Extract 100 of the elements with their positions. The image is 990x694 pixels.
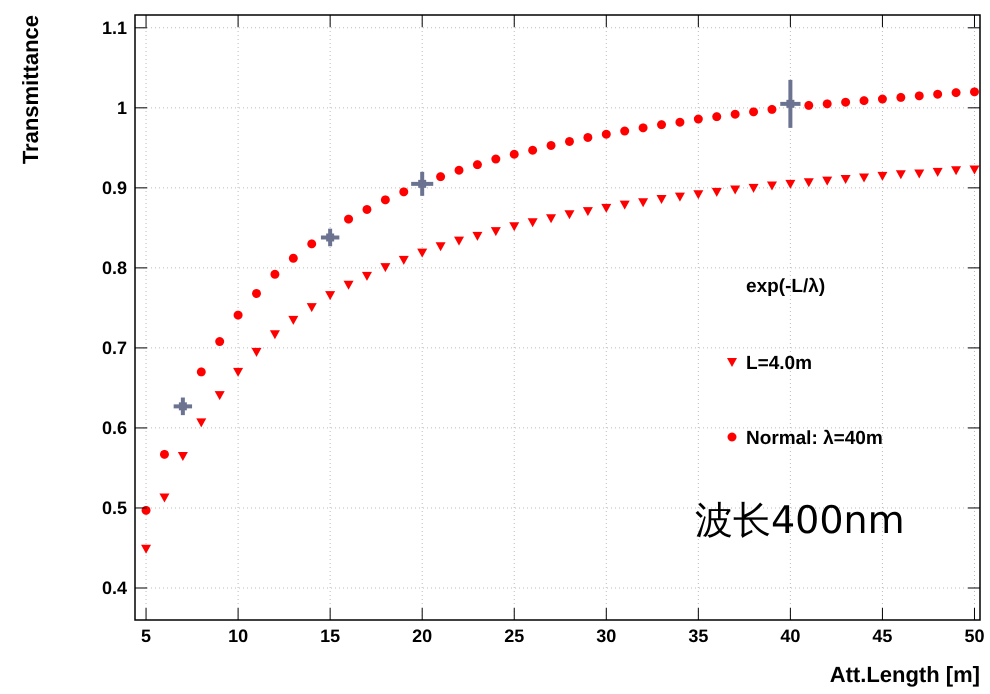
point bbox=[398, 256, 409, 265]
legend-title: exp(-L/λ) bbox=[746, 276, 826, 297]
point bbox=[933, 90, 942, 99]
point bbox=[657, 120, 666, 130]
point bbox=[307, 239, 316, 248]
point bbox=[896, 92, 906, 102]
point bbox=[712, 188, 722, 197]
point bbox=[748, 184, 759, 193]
point bbox=[178, 402, 187, 410]
point bbox=[141, 544, 152, 554]
point bbox=[252, 288, 262, 298]
y-tick-label: 0.8 bbox=[102, 258, 127, 278]
point bbox=[638, 123, 648, 132]
point bbox=[860, 96, 869, 106]
point bbox=[288, 316, 298, 325]
x-tick-label: 10 bbox=[228, 626, 248, 646]
point bbox=[877, 172, 888, 181]
point bbox=[620, 200, 630, 210]
point bbox=[693, 190, 704, 200]
point bbox=[730, 110, 740, 119]
point bbox=[509, 222, 520, 232]
point bbox=[454, 166, 464, 175]
point bbox=[454, 236, 464, 246]
point bbox=[840, 175, 851, 184]
point bbox=[712, 112, 722, 122]
legend-label: Normal: λ=40m bbox=[746, 428, 883, 449]
point bbox=[380, 263, 390, 272]
y-tick-label: 0.9 bbox=[102, 178, 127, 198]
point bbox=[159, 494, 170, 503]
point bbox=[270, 330, 280, 340]
point bbox=[436, 172, 446, 182]
point bbox=[564, 210, 574, 220]
point bbox=[785, 180, 796, 189]
point bbox=[196, 367, 206, 376]
point bbox=[914, 169, 924, 178]
point bbox=[546, 140, 556, 150]
point bbox=[417, 248, 428, 258]
point bbox=[583, 132, 592, 142]
point bbox=[472, 232, 482, 241]
y-tick-label: 1.1 bbox=[102, 18, 127, 38]
point bbox=[582, 207, 593, 216]
point bbox=[564, 136, 574, 146]
point bbox=[804, 178, 814, 188]
point bbox=[233, 368, 244, 377]
point bbox=[288, 254, 298, 263]
x-tick-label: 35 bbox=[688, 626, 708, 646]
point bbox=[878, 94, 887, 104]
point bbox=[472, 160, 482, 170]
point bbox=[694, 114, 703, 124]
point bbox=[344, 280, 354, 290]
point bbox=[601, 204, 612, 213]
point bbox=[325, 291, 336, 300]
y-tick-label: 0.5 bbox=[102, 498, 127, 518]
point bbox=[859, 173, 870, 182]
point bbox=[528, 146, 538, 155]
point bbox=[362, 272, 372, 281]
point bbox=[215, 337, 224, 346]
point bbox=[749, 107, 758, 116]
point bbox=[399, 187, 408, 196]
annotation: 波长400nm bbox=[695, 498, 905, 542]
y-tick-label: 0.4 bbox=[102, 578, 127, 598]
point bbox=[951, 166, 962, 176]
point bbox=[418, 180, 426, 188]
point bbox=[252, 348, 262, 357]
point bbox=[436, 242, 446, 252]
point bbox=[196, 418, 206, 428]
point bbox=[896, 170, 906, 180]
point bbox=[142, 506, 151, 515]
point bbox=[306, 303, 317, 312]
point bbox=[804, 100, 814, 110]
x-tick-label: 45 bbox=[872, 626, 892, 646]
point bbox=[822, 99, 832, 108]
point bbox=[214, 391, 225, 400]
point bbox=[326, 233, 334, 242]
point bbox=[969, 165, 980, 174]
x-axis-title: Att.Length [m] bbox=[830, 662, 980, 687]
point bbox=[178, 452, 188, 461]
x-tick-label: 50 bbox=[964, 626, 984, 646]
x-tick-label: 20 bbox=[412, 626, 432, 646]
point bbox=[675, 118, 684, 127]
point bbox=[674, 192, 685, 202]
x-tick-label: 40 bbox=[780, 626, 800, 646]
point bbox=[822, 176, 832, 186]
point bbox=[528, 218, 538, 228]
point bbox=[362, 204, 372, 214]
point bbox=[490, 227, 501, 236]
point bbox=[841, 98, 850, 107]
point bbox=[620, 126, 630, 136]
point bbox=[510, 150, 519, 159]
point bbox=[491, 154, 500, 164]
x-tick-label: 5 bbox=[141, 626, 152, 646]
point bbox=[380, 195, 390, 204]
point bbox=[270, 270, 280, 279]
y-tick-label: 1 bbox=[116, 98, 127, 118]
point bbox=[766, 181, 777, 190]
point bbox=[602, 130, 611, 139]
point bbox=[914, 91, 924, 100]
point bbox=[952, 88, 961, 98]
legend-label: L=4.0m bbox=[746, 353, 812, 374]
x-tick-label: 30 bbox=[596, 626, 616, 646]
